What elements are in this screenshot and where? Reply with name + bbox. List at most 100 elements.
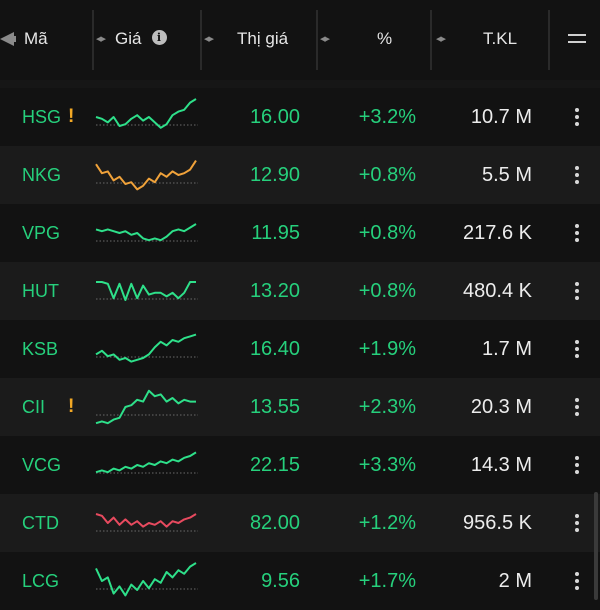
percent-change: +0.8% [358,163,416,186]
stock-symbol[interactable]: KSB [22,338,59,359]
percent-change: +1.2% [358,511,416,534]
stock-symbol[interactable]: VCG [22,454,62,475]
table-row[interactable]: LCG 9.56 +1.7% 2 M [0,552,600,610]
more-vertical-icon[interactable] [575,398,579,416]
menu-dot [575,180,579,184]
more-vertical-icon[interactable] [575,572,579,590]
sparkline-chart [92,436,200,494]
market-price: 13.55 [249,395,300,418]
column-header-market-price[interactable]: ◂▸ Thị giá [204,0,314,80]
column-header-symbol[interactable]: Mã [0,0,92,80]
sparkline-svg [95,389,198,425]
header-divider [200,10,202,70]
sparkline-chart [92,262,200,320]
menu-dot [575,514,579,518]
table-row[interactable]: KSB 16.40 +1.9% 1.7 M [0,320,600,378]
sparkline-line [95,389,196,425]
menu-dot [575,296,579,300]
menu-dot [575,231,579,235]
header-divider [316,10,318,70]
stock-symbol[interactable]: VPG [22,222,61,243]
menu-dot [575,456,579,460]
scrollbar[interactable] [594,492,598,600]
sparkline-svg [95,562,198,597]
market-price: 13.20 [249,279,300,302]
row-menu-button[interactable] [560,378,594,436]
warning-icon [68,262,78,320]
stock-symbol[interactable]: LCG [22,570,60,591]
total-volume: 217.6 K [463,221,532,244]
total-volume: 956.5 K [463,511,532,534]
table-row[interactable]: HUT 13.20 +0.8% 480.4 K [0,262,600,320]
sparkline-svg [95,333,198,363]
more-vertical-icon[interactable] [575,108,579,126]
table-row[interactable]: NKG 12.90 +0.8% 5.5 M [0,146,600,204]
sparkline-svg [95,160,198,191]
menu-dot [575,115,579,119]
table-row[interactable]: VPG 11.95 +0.8% 217.6 K [0,204,600,262]
column-header-percent[interactable]: ◂▸ % [320,0,430,80]
row-menu-button[interactable] [560,204,594,262]
menu-dot [575,586,579,590]
row-menu-button[interactable] [560,262,594,320]
column-header-price[interactable]: ◂▸ Giá i [96,0,200,80]
total-volume: 14.3 M [470,453,532,476]
menu-dot [575,347,579,351]
table-row[interactable]: VCG 22.15 +3.3% 14.3 M [0,436,600,494]
more-vertical-icon[interactable] [575,340,579,358]
market-price: 16.00 [249,105,300,128]
column-header-volume-label: T.KL [483,29,518,48]
menu-dot [575,579,579,583]
header-divider [548,10,550,70]
sparkline-chart [92,204,200,262]
row-menu-button[interactable] [560,146,594,204]
sparkline-line [95,160,197,191]
column-settings-button[interactable] [558,0,596,80]
table-header: Mã ◂▸ Giá i ◂▸ Thị giá ◂▸ % ◂▸ T.KL [0,0,600,80]
percent-change: +3.3% [358,453,416,476]
sparkline-chart [92,494,200,552]
table-row[interactable]: CTD 82.00 +1.2% 956.5 K [0,494,600,552]
sparkline-line [95,333,197,363]
menu-dot [575,289,579,293]
menu-dot [575,122,579,126]
stock-symbol[interactable]: HSG [22,106,62,127]
percent-change: +2.3% [358,395,416,418]
warning-icon [68,146,78,204]
sparkline-svg [95,513,198,532]
warning-icon [68,436,78,494]
sparkline-line [95,223,197,242]
table-row[interactable]: CII! 13.55 +2.3% 20.3 M [0,378,600,436]
hamburger-menu-icon[interactable] [568,33,586,45]
table-row[interactable]: HSG! 16.00 +3.2% 10.7 M [0,88,600,146]
menu-dot [575,463,579,467]
more-vertical-icon[interactable] [575,456,579,474]
row-menu-button[interactable] [560,494,594,552]
column-header-price-label: Giá [115,29,142,48]
stock-symbol[interactable]: HUT [22,280,59,301]
back-arrow-icon[interactable] [0,30,16,48]
row-menu-button[interactable] [560,320,594,378]
row-menu-button[interactable] [560,552,594,610]
more-vertical-icon[interactable] [575,224,579,242]
warning-icon [68,552,78,610]
sparkline-line [95,98,197,129]
stock-symbol[interactable]: NKG [22,164,62,185]
more-vertical-icon[interactable] [575,514,579,532]
stock-symbol[interactable]: CTD [22,512,59,533]
header-divider [92,10,94,70]
column-header-volume[interactable]: ◂▸ T.KL [436,0,546,80]
column-header-symbol-label: Mã [24,29,48,48]
more-vertical-icon[interactable] [575,166,579,184]
row-menu-button[interactable] [560,436,594,494]
warning-icon [68,494,78,552]
info-icon[interactable]: i [151,30,167,45]
stock-symbol[interactable]: CII [22,396,46,417]
percent-change: +1.7% [358,569,416,592]
sparkline-svg [95,451,198,474]
menu-dot [575,354,579,358]
menu-dot [575,238,579,242]
sort-arrows-icon: ◂▸ [320,33,330,45]
row-menu-button[interactable] [560,88,594,146]
more-vertical-icon[interactable] [575,282,579,300]
